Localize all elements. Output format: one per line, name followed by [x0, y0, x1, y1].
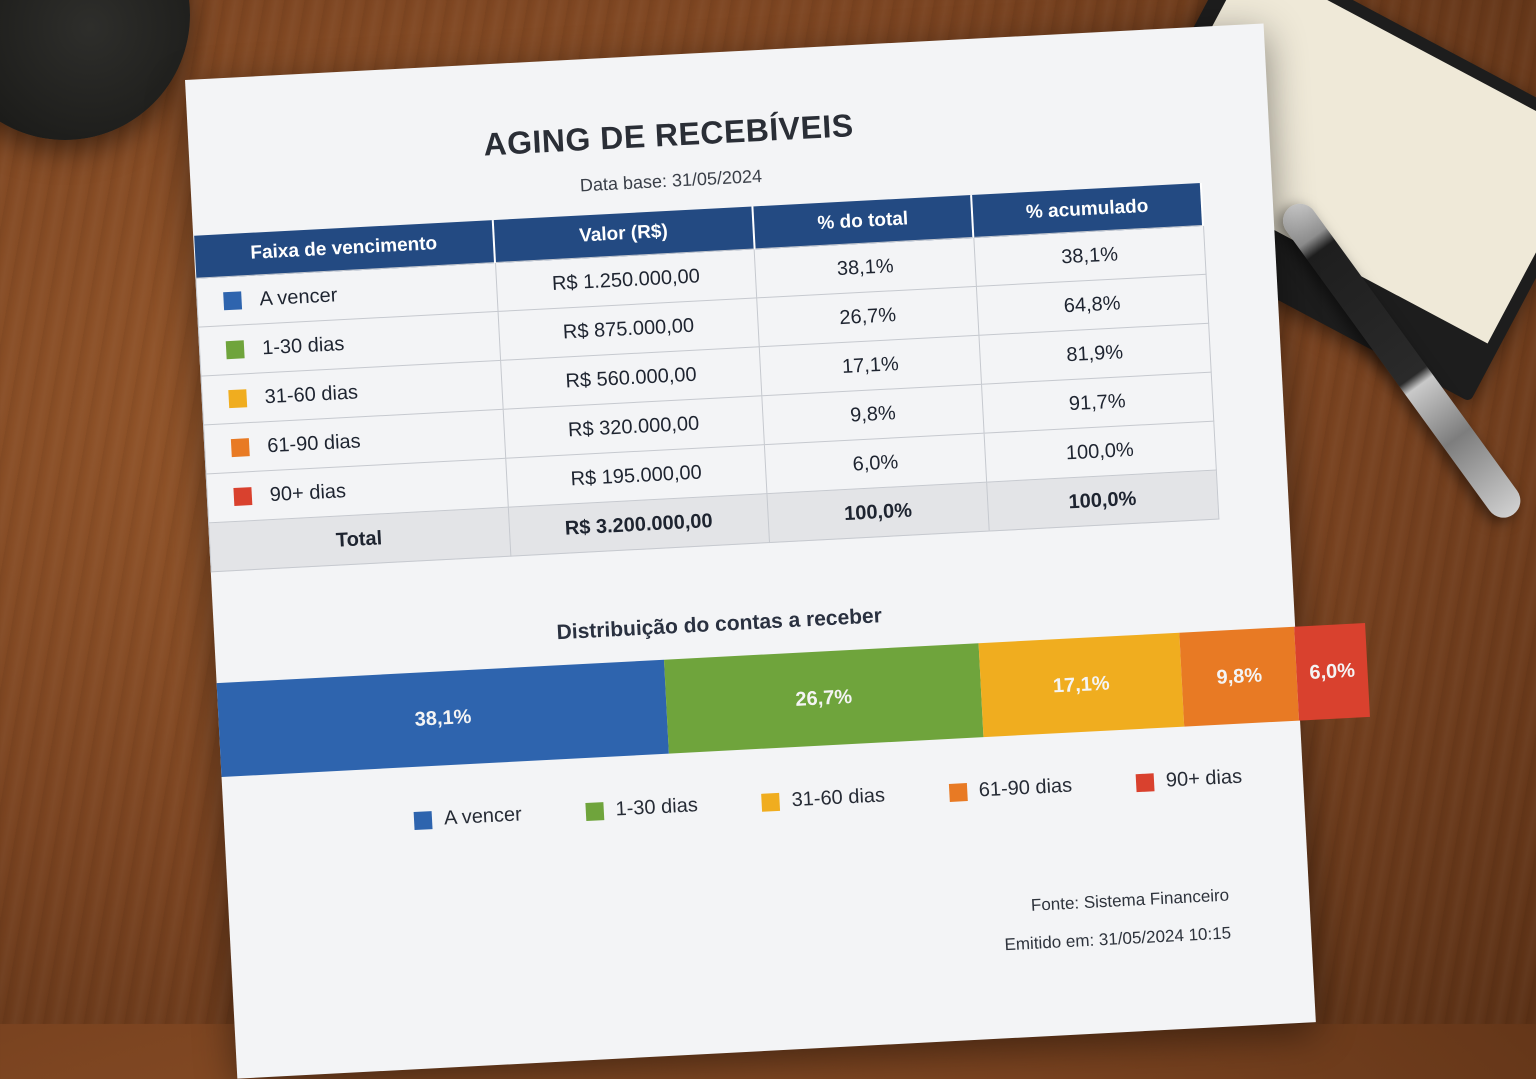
legend-label: 31-60 dias [791, 784, 886, 812]
total-pct: 100,0% [767, 482, 989, 543]
report-sheet: AGING DE RECEBÍVEIS Data base: 31/05/202… [185, 23, 1370, 1079]
row-label-text: A vencer [258, 283, 338, 310]
bar-segment: 9,8% [1179, 626, 1300, 727]
legend-label: A vencer [443, 803, 523, 830]
legend-swatch-icon [413, 810, 433, 830]
report-footer: Fonte: Sistema Financeiro Emitido em: 31… [929, 876, 1233, 968]
bar-segment: 6,0% [1294, 622, 1370, 721]
legend-label: 90+ dias [1165, 765, 1243, 792]
legend-item: 1-30 dias [585, 794, 698, 823]
legend-swatch-icon [948, 782, 968, 802]
bar-segment: 17,1% [978, 632, 1185, 738]
bar-segment-label: 9,8% [1215, 663, 1263, 689]
legend-item: A vencer [413, 803, 522, 832]
bar-segment-label: 38,1% [414, 705, 472, 731]
bar-segment-label: 26,7% [794, 685, 853, 711]
color-swatch-icon [228, 389, 248, 409]
color-swatch-icon [233, 487, 253, 507]
row-label-text: 90+ dias [269, 479, 347, 506]
color-swatch-icon [223, 291, 243, 311]
bar-segment: 38,1% [216, 659, 670, 778]
legend-swatch-icon [1135, 772, 1155, 792]
legend-swatch-icon [761, 792, 781, 812]
row-label-text: 61-90 dias [266, 429, 362, 457]
chart-legend: A vencer 1-30 dias 31-60 dias 61-90 dias 90+… [413, 762, 1313, 832]
legend-item: 90+ dias [1135, 765, 1243, 795]
aging-table: Faixa de vencimento Valor (R$) % do tota… [193, 182, 1219, 572]
bar-segment-label: 6,0% [1308, 659, 1356, 684]
legend-item: 31-60 dias [761, 784, 885, 813]
bar-segment-label: 17,1% [1052, 671, 1111, 697]
color-swatch-icon [225, 340, 245, 360]
row-label-text: 1-30 dias [261, 332, 345, 359]
color-swatch-icon [230, 438, 250, 458]
legend-label: 61-90 dias [978, 774, 1073, 802]
bar-segment: 26,7% [664, 643, 984, 754]
legend-label: 1-30 dias [615, 794, 699, 821]
row-label-text: 31-60 dias [264, 380, 359, 408]
legend-item: 61-90 dias [948, 774, 1073, 804]
legend-swatch-icon [585, 801, 605, 821]
